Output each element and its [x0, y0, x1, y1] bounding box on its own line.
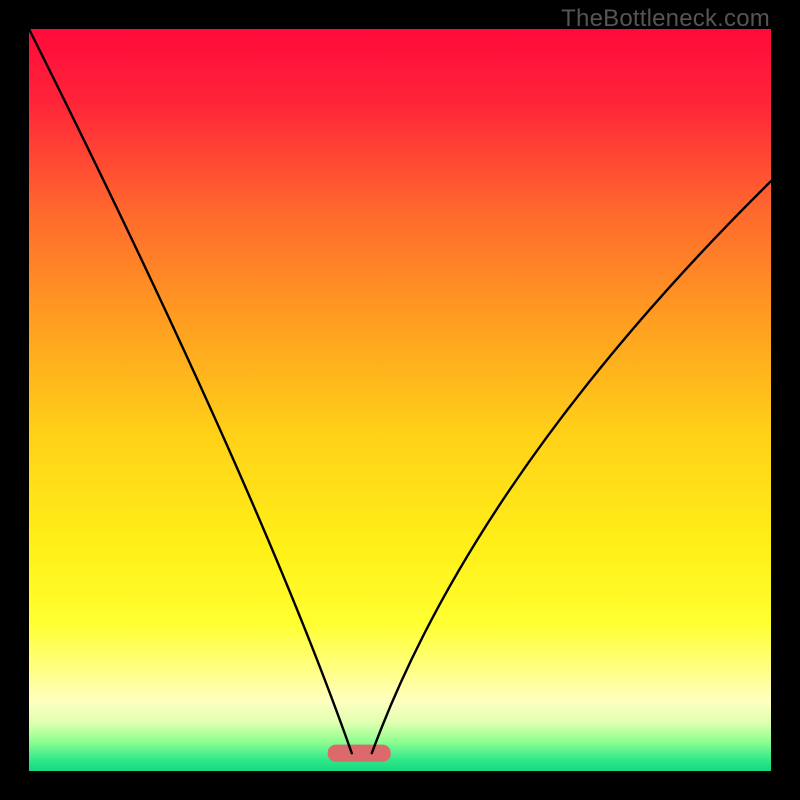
plot-area: [29, 29, 771, 771]
dip-marker: [328, 745, 391, 762]
gradient-background: [29, 29, 771, 771]
watermark-text: TheBottleneck.com: [561, 5, 770, 33]
